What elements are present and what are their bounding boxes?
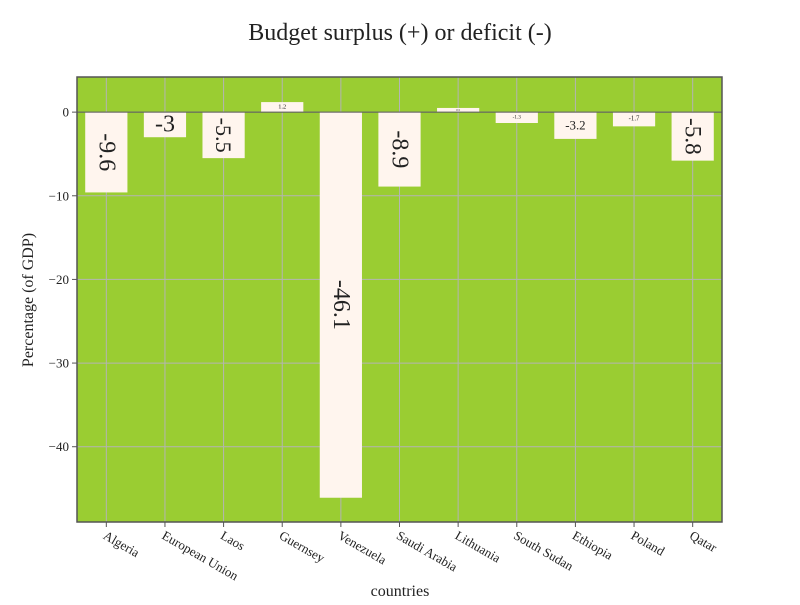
bar: [671, 112, 714, 161]
x-tick-label: Saudi Arabia: [394, 528, 460, 575]
x-tick-label: Guernsey: [277, 528, 328, 566]
y-axis-label: Percentage (of GDP): [20, 233, 37, 367]
x-axis-label: countries: [371, 583, 430, 600]
bar-value-label: -1.3: [513, 115, 522, 121]
bar: [261, 102, 304, 113]
x-tick-label: Poland: [629, 528, 668, 559]
bar: [85, 112, 128, 193]
y-tick-label: −30: [49, 356, 69, 371]
y-tick-label: −10: [49, 188, 69, 203]
bar: [143, 112, 187, 138]
bar-value-label: -46.1: [328, 280, 354, 330]
bar-value-label: 1.2: [278, 104, 286, 111]
x-tick-label: Ethiopia: [570, 528, 616, 563]
bar-value-label: 0.5: [456, 108, 460, 112]
bar-value-label: -3.2: [565, 119, 585, 133]
bar-value-label: -3: [155, 112, 175, 138]
x-tick-label: Lithuania: [453, 528, 504, 566]
x-tick-label: Algeria: [101, 528, 142, 561]
bar-value-label: -1.7: [629, 116, 640, 123]
bar-value-label: -5.5: [211, 118, 236, 153]
bar-value-label: -9.6: [93, 133, 119, 171]
x-tick-label: Qatar: [687, 528, 720, 556]
bar: [378, 112, 421, 187]
bar: [612, 112, 656, 127]
bar: [319, 112, 362, 498]
y-tick-label: −40: [49, 439, 69, 454]
bar: [437, 107, 480, 113]
bar-value-label: -8.9: [387, 130, 413, 168]
y-tick-label: 0: [63, 105, 70, 120]
x-tick-label: South Sudan: [511, 528, 576, 574]
bar: [495, 112, 538, 124]
bar: [554, 112, 597, 139]
x-tick-label: Venezuela: [335, 528, 389, 568]
chart-title: Budget surplus (+) or deficit (-): [248, 20, 551, 46]
y-axis-ticks: 0 −10 −20 −30 −40: [49, 105, 77, 454]
bars: -9.6 -3 -5.5 1.2 -46.1 -8.9 0.5 -1.3 -3.2 -1.7 -5.…: [85, 102, 714, 498]
bar-value-label: -5.8: [680, 118, 706, 155]
y-tick-label: −20: [49, 272, 69, 287]
x-tick-label: Laos: [218, 528, 247, 554]
bar: [202, 112, 245, 159]
